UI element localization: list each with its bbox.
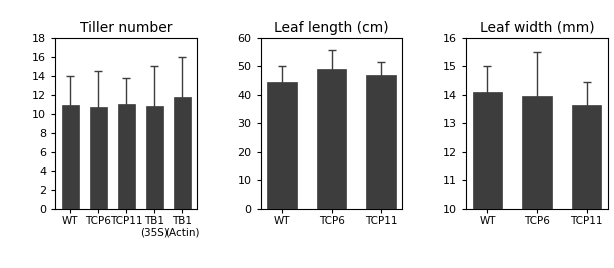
Bar xyxy=(61,105,79,209)
Bar xyxy=(267,82,297,209)
Bar xyxy=(572,105,602,268)
Title: Tiller number: Tiller number xyxy=(80,21,173,35)
Bar xyxy=(366,75,396,209)
Bar xyxy=(146,106,163,209)
Bar xyxy=(90,107,106,209)
Bar xyxy=(118,104,134,209)
Bar xyxy=(174,96,190,209)
Bar xyxy=(522,96,552,268)
Bar xyxy=(473,92,502,268)
Bar xyxy=(317,69,346,209)
Title: Leaf width (mm): Leaf width (mm) xyxy=(480,21,594,35)
Title: Leaf length (cm): Leaf length (cm) xyxy=(274,21,389,35)
